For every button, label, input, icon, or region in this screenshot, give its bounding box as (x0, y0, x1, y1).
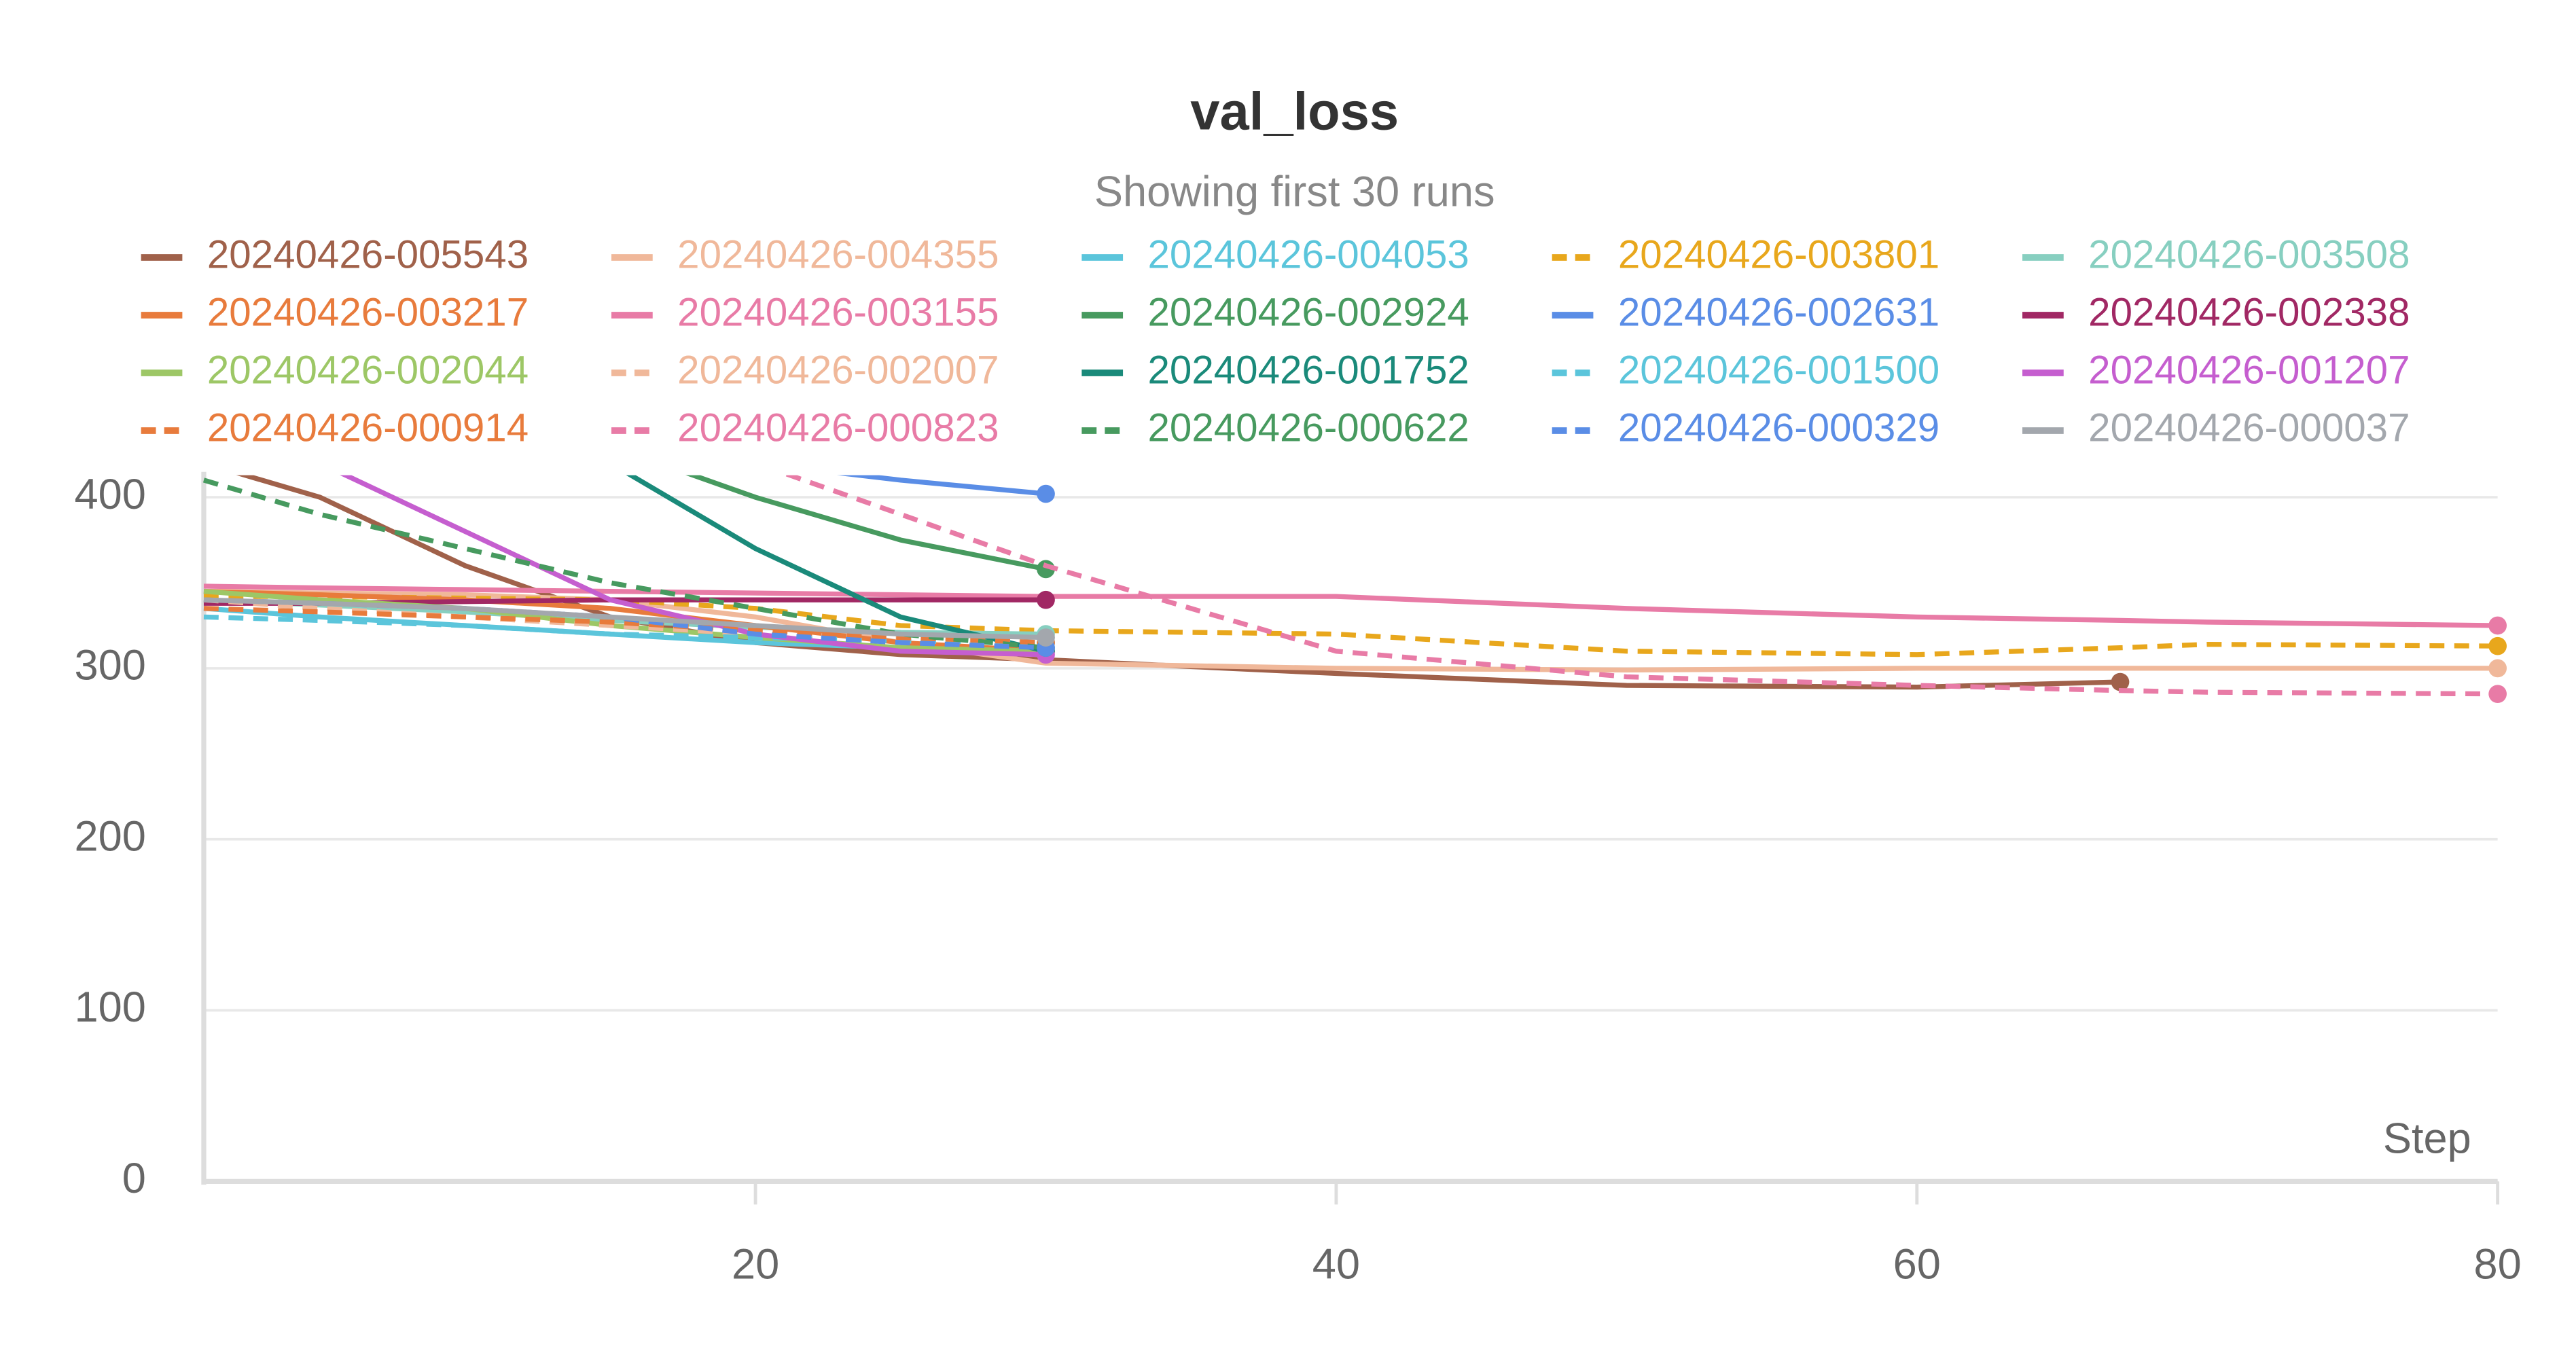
series-line (340, 475, 1046, 657)
end-point (1037, 628, 1055, 647)
legend-label: 20240426-003217 (207, 290, 529, 334)
end-point (2488, 659, 2507, 678)
x-tick-label: 20 (732, 1240, 779, 1288)
series-line (782, 475, 2498, 697)
series-line (685, 475, 1047, 572)
series-line (626, 475, 1047, 654)
legend-label: 20240426-000329 (1618, 405, 1939, 450)
y-tick-label: 0 (122, 1155, 146, 1202)
legend-label: 20240426-004355 (677, 232, 999, 276)
legend-label: 20240426-001752 (1148, 348, 1469, 392)
legend-label: 20240426-000914 (207, 405, 529, 450)
chart-title: val_loss (1190, 83, 1399, 141)
end-point (1037, 590, 1055, 609)
legend-label: 20240426-001207 (2088, 348, 2410, 392)
legend-label: 20240426-000037 (2088, 405, 2410, 450)
legend: 20240426-005543 20240426-004355 20240426-0… (141, 232, 2410, 450)
end-point (2488, 636, 2507, 655)
series-line (236, 475, 2121, 690)
legend-label: 20240426-003508 (2088, 232, 2410, 276)
x-tick-label: 60 (1893, 1240, 1941, 1288)
end-point (2111, 672, 2130, 691)
end-point (2488, 685, 2507, 704)
x-axis-label: Step (2383, 1115, 2471, 1163)
legend-label: 20240426-004053 (1148, 232, 1469, 276)
y-tick-label: 300 (75, 642, 146, 689)
legend-label: 20240426-000622 (1148, 405, 1469, 450)
y-tick-label: 400 (75, 471, 146, 518)
y-tick-label: 100 (75, 984, 146, 1031)
legend-label: 20240426-002044 (207, 348, 529, 392)
series-line (203, 597, 1046, 641)
end-point (2488, 616, 2507, 635)
legend-label: 20240426-002338 (2088, 290, 2410, 334)
end-point (1037, 484, 1055, 503)
legend-label: 20240426-005543 (207, 232, 529, 276)
legend-label: 20240426-002631 (1618, 290, 1939, 334)
series-line (203, 606, 1046, 645)
legend-label: 20240426-000823 (677, 405, 999, 450)
grid: 0 100 200 300 400 20 40 60 80 (75, 471, 2522, 1288)
series-line (837, 475, 1046, 497)
y-tick-label: 200 (75, 812, 146, 860)
plot-area (202, 475, 2507, 704)
x-tick-label: 80 (2474, 1240, 2522, 1288)
legend-label: 20240426-003801 (1618, 232, 1939, 276)
legend-label: 20240426-003155 (677, 290, 999, 334)
chart-subtitle: Showing first 30 runs (1094, 168, 1495, 215)
x-tick-label: 40 (1312, 1240, 1360, 1288)
legend-label: 20240426-002924 (1148, 290, 1469, 334)
legend-label: 20240426-002007 (677, 348, 999, 392)
legend-label: 20240426-001500 (1618, 348, 1939, 392)
